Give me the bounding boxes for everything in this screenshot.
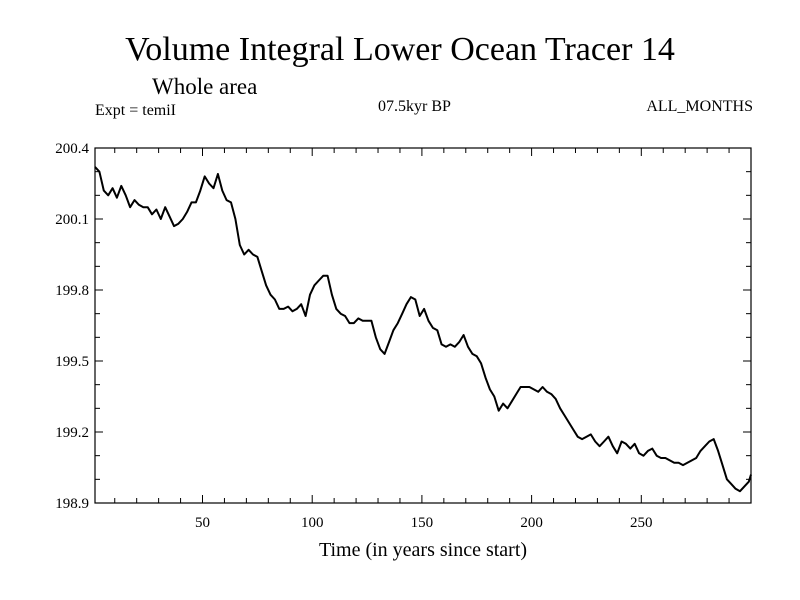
x-axis-label: Time (in years since start) — [318, 539, 528, 561]
y-tick-label: 199.2 — [55, 425, 89, 441]
y-tick-label: 199.5 — [55, 354, 89, 370]
tick-labels: 50 100 150 200 250 198.9 199.2 199.5 199.8 200.1 2… — [55, 141, 652, 531]
x-tick-label: 250 — [630, 515, 653, 531]
chart-subtitle: Whole area — [152, 74, 258, 99]
plot-frame — [94, 147, 752, 504]
x-tick-label: 50 — [195, 515, 210, 531]
x-tick-label: 150 — [411, 515, 434, 531]
experiment-label: Expt = temiI — [95, 102, 177, 119]
y-tick-label: 200.1 — [55, 212, 89, 228]
y-tick-label: 199.8 — [55, 283, 89, 299]
series-line — [94, 166, 752, 493]
period-label: 07.5kyr BP — [378, 98, 451, 115]
x-tick-label: 100 — [301, 515, 324, 531]
chart-title: Volume Integral Lower Ocean Tracer 14 — [125, 31, 675, 68]
y-tick-label: 198.9 — [55, 496, 89, 512]
months-label: ALL_MONTHS — [646, 98, 753, 115]
y-tick-label: 200.4 — [55, 141, 89, 157]
x-tick-label: 200 — [520, 515, 543, 531]
